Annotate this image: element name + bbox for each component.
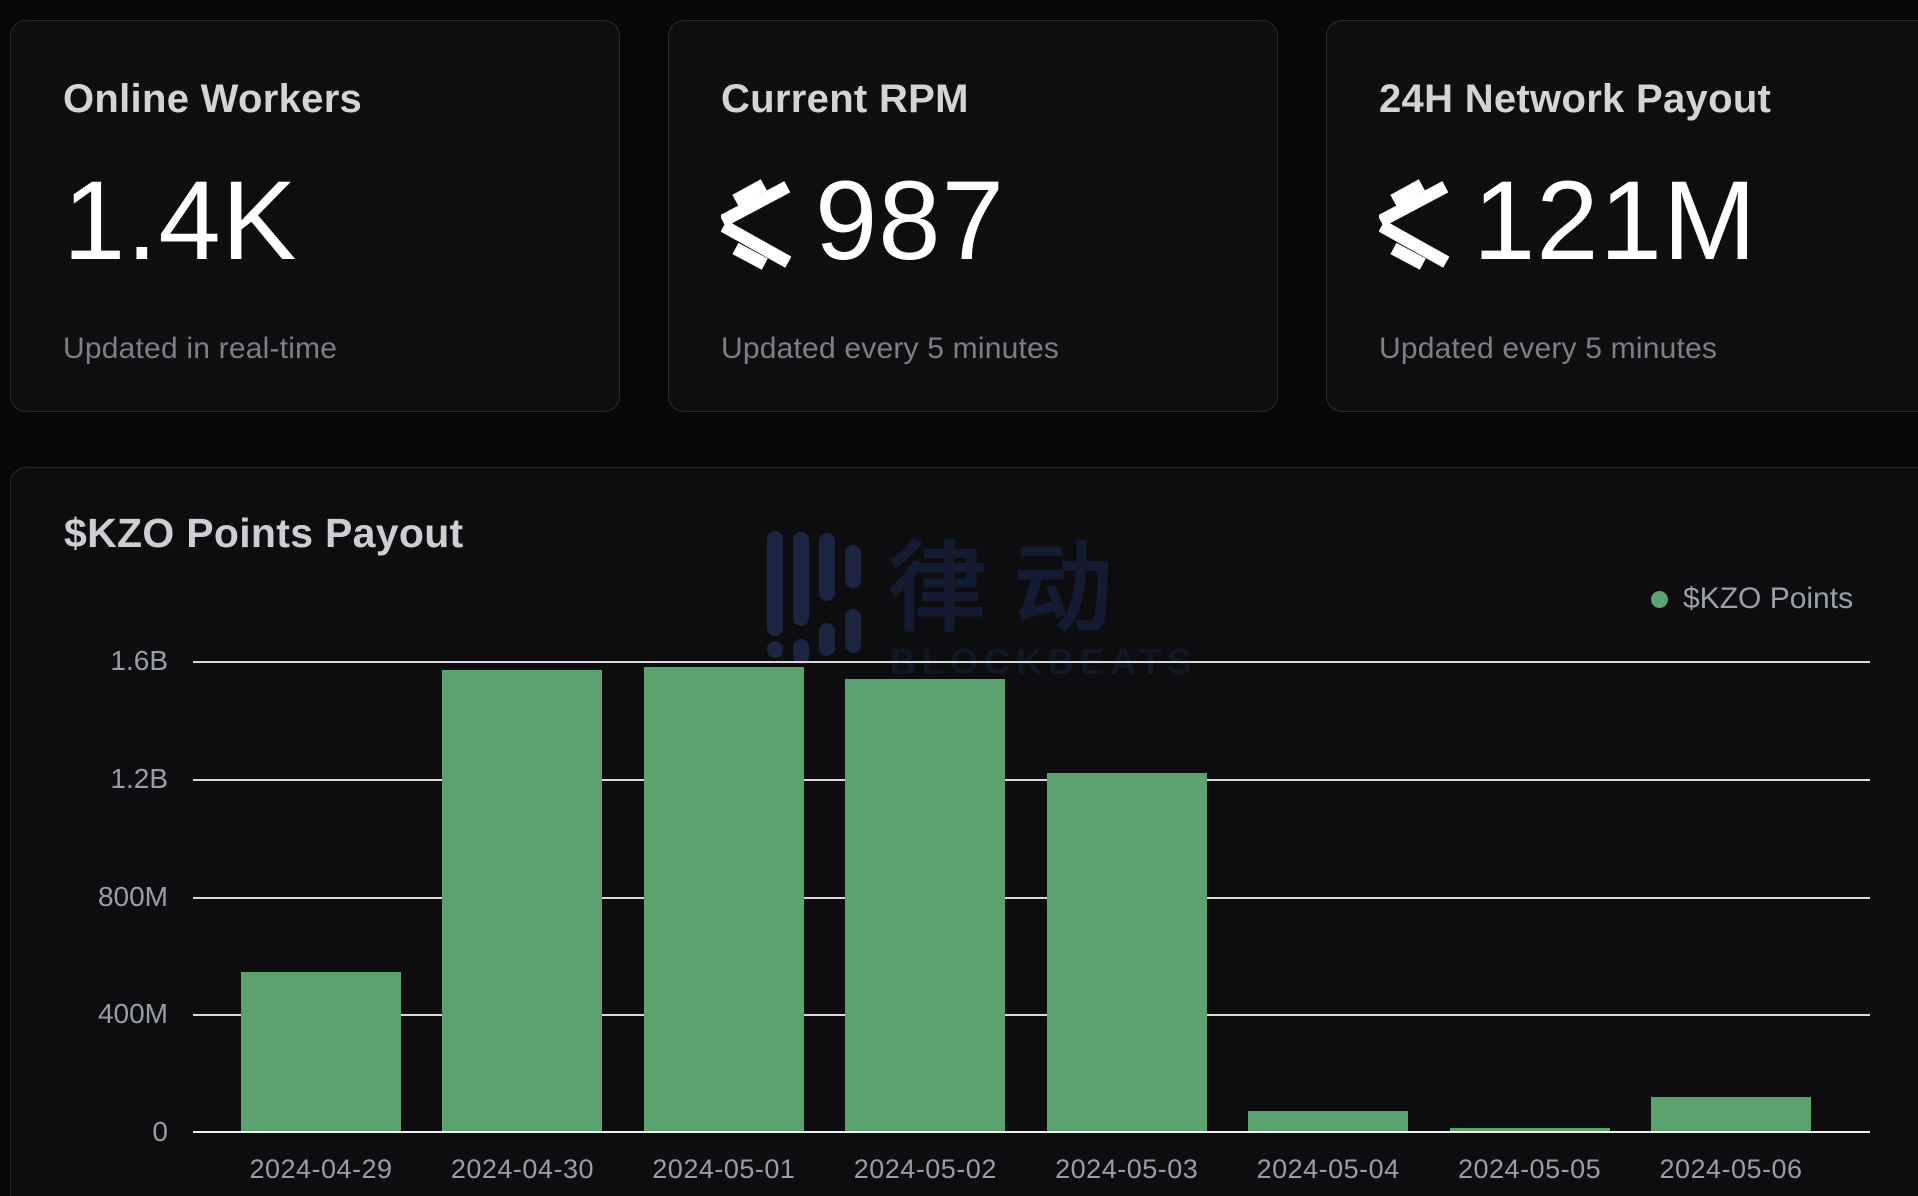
bar-2024-05-04[interactable] bbox=[1248, 1111, 1409, 1132]
y-tick-label: 1.6B bbox=[110, 645, 168, 676]
chart-legend-item[interactable]: $KZO Points bbox=[1651, 582, 1853, 616]
stat-card-24h-network-payout: 24H Network Payout 121M Updated every 5 … bbox=[1326, 20, 1918, 412]
legend-label: $KZO Points bbox=[1683, 582, 1854, 615]
kuzco-logo-icon bbox=[721, 179, 791, 270]
bar-2024-05-05[interactable] bbox=[1449, 1127, 1610, 1132]
x-axis-labels: 2024-04-29 2024-04-30 2024-05-01 2024-05-02… bbox=[193, 1152, 1870, 1186]
stat-value: 987 bbox=[815, 158, 1005, 283]
stat-label: Online Workers bbox=[63, 77, 363, 121]
blockbeats-watermark: 律动 BLOCKBEATS bbox=[767, 529, 1191, 682]
y-axis-labels: 0 400M 800M 1.2B 1.6B bbox=[11, 468, 168, 1196]
stat-value: 1.4K bbox=[63, 158, 298, 283]
y-tick-label: 400M bbox=[97, 998, 168, 1030]
watermark-bar bbox=[845, 609, 861, 653]
watermark-cjk-text: 律动 bbox=[888, 533, 1141, 643]
x-tick-label-2024-04-30: 2024-04-30 bbox=[450, 1154, 594, 1184]
x-tick-label-2024-05-04: 2024-05-04 bbox=[1256, 1154, 1400, 1184]
stat-value: 121M bbox=[1473, 158, 1758, 283]
x-tick-label-2024-05-02: 2024-05-02 bbox=[853, 1154, 997, 1184]
gridline-400m bbox=[193, 1014, 1870, 1017]
bar-2024-05-02[interactable] bbox=[845, 678, 1006, 1132]
stat-label: Current RPM bbox=[721, 77, 969, 121]
legend-dot-icon bbox=[1651, 590, 1668, 608]
x-axis-line bbox=[193, 1130, 1870, 1133]
x-tick-label-2024-04-29: 2024-04-29 bbox=[249, 1154, 393, 1184]
y-tick-label: 1.2B bbox=[110, 762, 168, 794]
y-tick-label: 0 bbox=[152, 1116, 168, 1147]
watermark-bar bbox=[819, 533, 835, 601]
bar-chart-plot-area bbox=[193, 661, 1870, 1133]
watermark-bar bbox=[819, 623, 835, 656]
bar-2024-05-01[interactable] bbox=[643, 666, 804, 1132]
x-tick-label-2024-05-03: 2024-05-03 bbox=[1055, 1154, 1199, 1184]
watermark-bar bbox=[793, 639, 809, 664]
chart-title: $KZO Points Payout bbox=[64, 510, 464, 556]
stat-card-current-rpm: Current RPM 987 Updated every 5 minutes bbox=[668, 20, 1278, 412]
x-tick-label-2024-05-01: 2024-05-01 bbox=[652, 1154, 796, 1184]
watermark-bar bbox=[845, 545, 861, 588]
watermark-bar bbox=[767, 531, 783, 636]
kzo-points-payout-card: $KZO Points Payout $KZO Points 律动 BLOCKB… bbox=[10, 467, 1918, 1196]
gridline-1600m bbox=[193, 661, 1870, 663]
x-tick-label-2024-05-05: 2024-05-05 bbox=[1458, 1154, 1602, 1184]
bar-2024-04-29[interactable] bbox=[241, 971, 401, 1132]
bar-2024-05-06[interactable] bbox=[1651, 1096, 1811, 1132]
stat-label: 24H Network Payout bbox=[1379, 77, 1772, 121]
stat-note: Updated in real-time bbox=[63, 332, 338, 365]
watermark-bar bbox=[793, 532, 809, 626]
stat-card-online-workers: Online Workers 1.4K Updated in real-time bbox=[10, 20, 620, 412]
stat-note: Updated every 5 minutes bbox=[1379, 332, 1718, 365]
x-tick-label-2024-05-06: 2024-05-06 bbox=[1659, 1154, 1803, 1184]
y-tick-label: 800M bbox=[97, 880, 168, 912]
gridline-1200m bbox=[193, 778, 1870, 781]
kuzco-logo-icon bbox=[1379, 179, 1449, 270]
watermark-bar bbox=[767, 641, 783, 658]
gridline-800m bbox=[193, 896, 1870, 899]
bar-2024-05-03[interactable] bbox=[1046, 772, 1207, 1132]
bar-2024-04-30[interactable] bbox=[442, 669, 603, 1132]
stat-note: Updated every 5 minutes bbox=[721, 332, 1060, 365]
